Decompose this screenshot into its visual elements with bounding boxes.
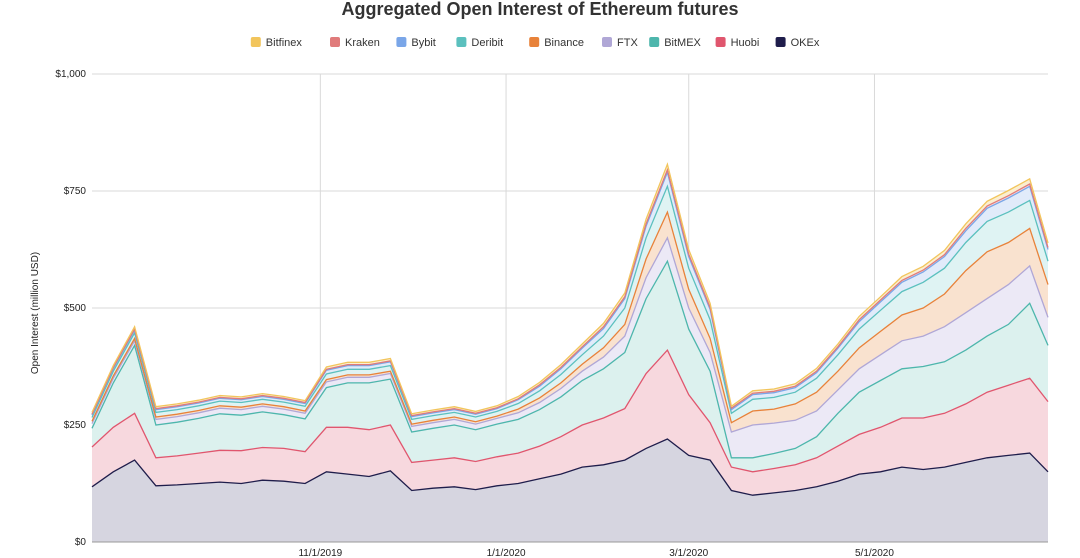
series-line-huobi [91, 348, 1049, 473]
y-tick-label: $1,000 [55, 69, 86, 80]
series-line-okex [91, 438, 1049, 496]
legend-label-ftx: FTX [617, 37, 638, 49]
series-line-binance [91, 210, 1049, 425]
y-tick-label: $0 [75, 537, 87, 548]
legend-swatch-okex [775, 37, 786, 47]
chart-title: Aggregated Open Interest of Ethereum fut… [341, 0, 738, 19]
x-tick-label: 5/1/2020 [855, 548, 894, 558]
series-line-deribit [91, 184, 1049, 421]
legend-swatch-bitmex [649, 37, 660, 47]
legend-label-huobi: Huobi [731, 37, 760, 49]
y-axis-label: Open Interest (million USD) [30, 252, 41, 374]
legend-swatch-bybit [396, 37, 407, 47]
legend-swatch-deribit [456, 37, 467, 47]
series-line-bitmex [91, 259, 1049, 459]
y-tick-label: $250 [64, 420, 87, 431]
series-area-okex [92, 439, 1048, 542]
y-tick-label: $500 [64, 303, 87, 314]
legend-label-okex: OKEx [791, 37, 820, 49]
series-area-bitmex [92, 261, 1048, 472]
legend-swatch-binance [529, 37, 540, 47]
series-line-bybit [91, 170, 1049, 418]
legend-label-bitfinex: Bitfinex [266, 37, 303, 49]
series-line-kraken [91, 167, 1049, 417]
y-tick-label: $750 [64, 186, 87, 197]
legend-label-binance: Binance [544, 37, 584, 49]
legend: Bitfinex Kraken Bybit Deribit Binance FTX BitM… [250, 37, 820, 49]
series-line-bitfinex [91, 162, 1049, 415]
series-line-ftx [91, 236, 1049, 433]
legend-swatch-huobi [715, 37, 726, 47]
axes: $0 $250 $500 $750 $1,000 11/1/2019 1/1/2020 3/1… [55, 69, 1048, 558]
legend-label-kraken: Kraken [345, 37, 380, 49]
legend-label-deribit: Deribit [471, 37, 503, 49]
series-areas [91, 162, 1049, 542]
legend-swatch-bitfinex [250, 37, 261, 47]
x-tick-label: 1/1/2020 [487, 548, 526, 558]
legend-swatch-kraken [330, 37, 340, 47]
x-tick-label: 3/1/2020 [669, 548, 708, 558]
x-tick-label: 11/1/2019 [298, 548, 342, 558]
legend-swatch-ftx [602, 37, 612, 47]
legend-label-bybit: Bybit [411, 37, 435, 49]
series-area-huobi [92, 350, 1048, 496]
legend-label-bitmex: BitMEX [664, 37, 701, 49]
